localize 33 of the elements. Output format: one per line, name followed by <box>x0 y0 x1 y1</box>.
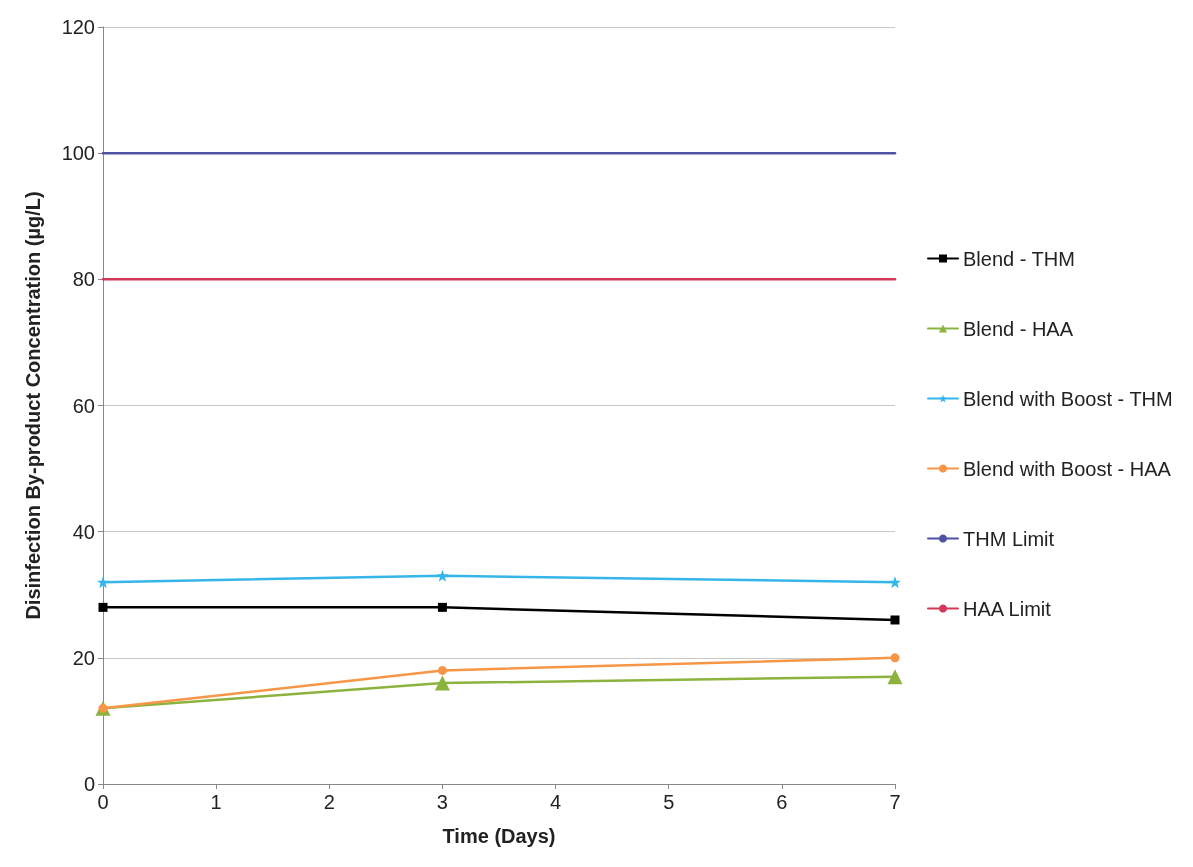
x-tick-label: 7 <box>889 791 901 813</box>
y-tick-label: 80 <box>72 268 95 291</box>
point <box>436 569 449 582</box>
y-tick-label: 100 <box>61 142 95 165</box>
y-tick-label: 60 <box>72 394 95 417</box>
legend-label: Blend with Boost - HAA <box>963 457 1172 480</box>
point <box>887 669 903 685</box>
legend-label: THM Limit <box>963 527 1055 550</box>
point <box>889 576 901 589</box>
legend-label: Blend with Boost - THM <box>963 387 1173 410</box>
y-tick-label: 0 <box>83 773 95 795</box>
point <box>437 602 447 612</box>
legend-label: Blend - HAA <box>963 317 1074 340</box>
point <box>437 665 447 675</box>
x-tick-label: 3 <box>436 791 448 813</box>
y-tick-label: 40 <box>72 520 95 543</box>
legend-label: HAA Limit <box>963 597 1052 620</box>
x-tick-label: 6 <box>776 791 788 813</box>
point <box>98 602 108 612</box>
point <box>890 615 900 625</box>
x-tick-label: 4 <box>550 791 562 813</box>
y-tick-label: 120 <box>61 16 95 38</box>
point <box>434 675 450 691</box>
point <box>97 576 109 589</box>
x-tick-label: 2 <box>323 791 335 813</box>
legend-label: Blend - THM <box>963 247 1075 270</box>
x-axis-title: Time (Days) <box>442 825 556 847</box>
point <box>890 653 900 663</box>
y-axis-title: Disinfection By-product Concentration (µg/L) <box>22 191 44 620</box>
y-tick-label: 20 <box>72 646 95 669</box>
x-tick-label: 0 <box>97 791 109 813</box>
x-tick-label: 1 <box>210 791 222 813</box>
x-tick-label: 5 <box>663 791 675 813</box>
